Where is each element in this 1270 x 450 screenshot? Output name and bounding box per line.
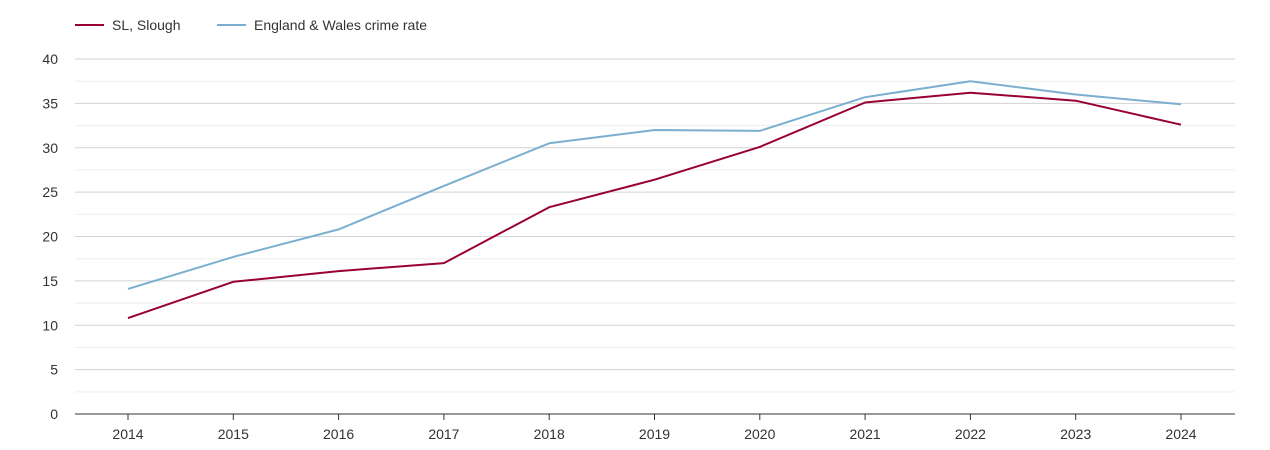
data-point-sl-slough[interactable] (335, 267, 343, 275)
data-point-england-wales-crime-rate[interactable] (440, 182, 448, 190)
data-point-england-wales-crime-rate[interactable] (966, 77, 974, 85)
x-tick-label: 2023 (1060, 426, 1091, 442)
x-tick-label: 2024 (1165, 426, 1196, 442)
x-tick-label: 2017 (428, 426, 459, 442)
data-point-sl-slough[interactable] (966, 89, 974, 97)
x-tick-label: 2019 (639, 426, 670, 442)
y-tick-label: 20 (42, 229, 58, 245)
data-point-sl-slough[interactable] (651, 176, 659, 184)
axes: 0 5 10 15 20 25 30 35 40 2014 2015 2016 2017 2018 2019… (42, 51, 1235, 442)
y-tick-label: 35 (42, 95, 58, 111)
grid (75, 58, 1235, 393)
data-point-sl-slough[interactable] (861, 98, 869, 106)
data-point-sl-slough[interactable] (756, 143, 764, 151)
legend-item-england-wales[interactable]: England & Wales crime rate (217, 17, 427, 33)
legend: SL, Slough England & Wales crime rate (75, 17, 427, 33)
y-tick-label: 5 (50, 362, 58, 378)
legend-label-england-wales: England & Wales crime rate (254, 17, 427, 33)
data-point-england-wales-crime-rate[interactable] (124, 285, 132, 293)
data-point-sl-slough[interactable] (440, 259, 448, 267)
data-point-england-wales-crime-rate[interactable] (545, 139, 553, 147)
data-point-sl-slough[interactable] (1177, 121, 1185, 129)
x-tick-label: 2020 (744, 426, 775, 442)
data-point-sl-slough[interactable] (1072, 97, 1080, 105)
x-tick-label: 2022 (955, 426, 986, 442)
y-tick-label: 30 (42, 140, 58, 156)
data-point-sl-slough[interactable] (545, 203, 553, 211)
data-point-england-wales-crime-rate[interactable] (1177, 100, 1185, 108)
y-tick-label: 15 (42, 273, 58, 289)
data-point-england-wales-crime-rate[interactable] (756, 127, 764, 135)
data-point-england-wales-crime-rate[interactable] (651, 126, 659, 134)
y-tick-label: 10 (42, 317, 58, 333)
x-tick-label: 2021 (850, 426, 881, 442)
series-line-sl-slough[interactable] (127, 91, 1182, 320)
y-tick-label: 25 (42, 184, 58, 200)
data-point-england-wales-crime-rate[interactable] (335, 225, 343, 233)
legend-item-slough[interactable]: SL, Slough (75, 17, 181, 33)
x-tick-label: 2018 (534, 426, 565, 442)
series-group (124, 77, 1185, 322)
data-point-sl-slough[interactable] (229, 278, 237, 286)
series-line-england-wales-crime-rate[interactable] (127, 80, 1182, 290)
x-tick-label: 2014 (112, 426, 143, 442)
x-tick-label: 2016 (323, 426, 354, 442)
x-tick-label: 2015 (218, 426, 249, 442)
data-point-england-wales-crime-rate[interactable] (229, 253, 237, 261)
data-point-sl-slough[interactable] (124, 314, 132, 322)
legend-label-slough: SL, Slough (112, 17, 181, 33)
y-tick-label: 40 (42, 51, 58, 67)
y-tick-label: 0 (50, 406, 58, 422)
